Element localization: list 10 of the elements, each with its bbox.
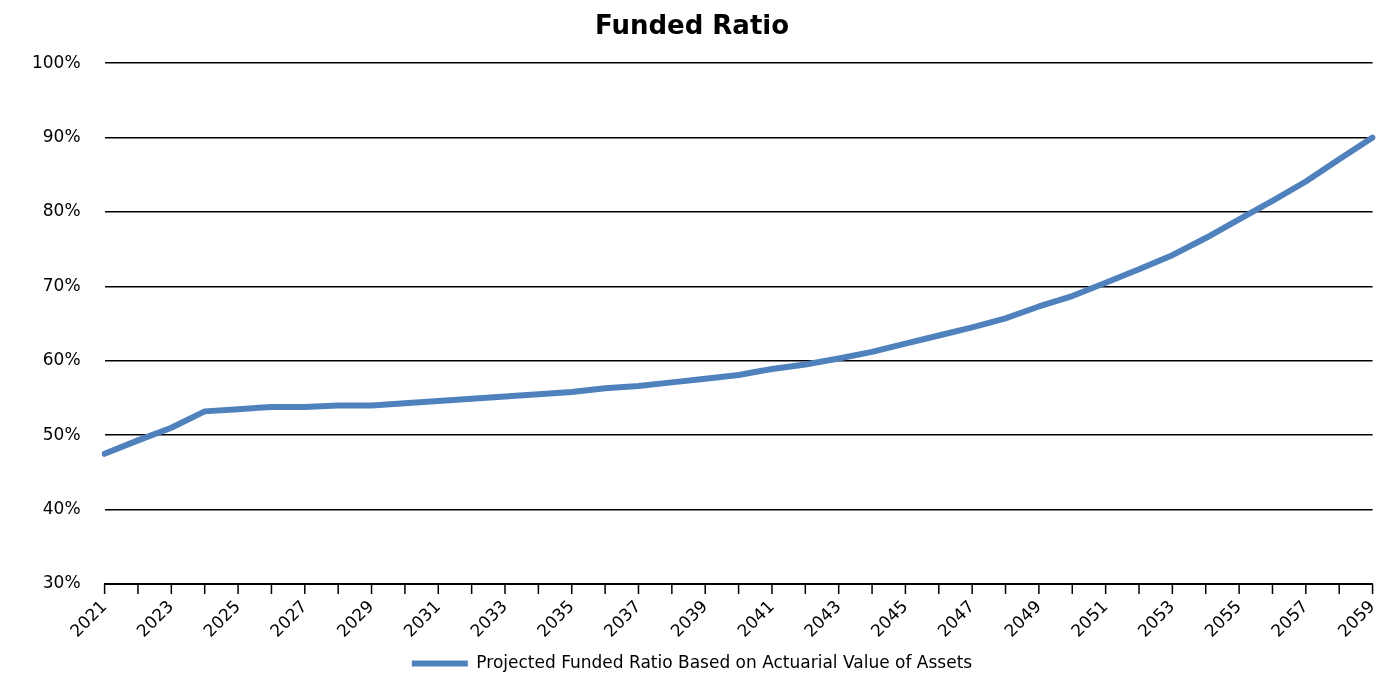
y-tick-label: 30% [42, 572, 81, 593]
legend-label: Projected Funded Ratio Based on Actuarial Value of Assets [476, 651, 973, 672]
y-tick-label: 80% [42, 200, 81, 221]
y-tick-label: 100% [31, 51, 81, 72]
y-tick-label: 40% [42, 498, 81, 519]
y-tick-label: 90% [42, 126, 81, 147]
y-tick-label: 70% [42, 274, 81, 295]
y-tick-label: 60% [42, 349, 81, 370]
chart-title: Funded Ratio [594, 10, 790, 41]
y-tick-label: 50% [42, 423, 81, 444]
